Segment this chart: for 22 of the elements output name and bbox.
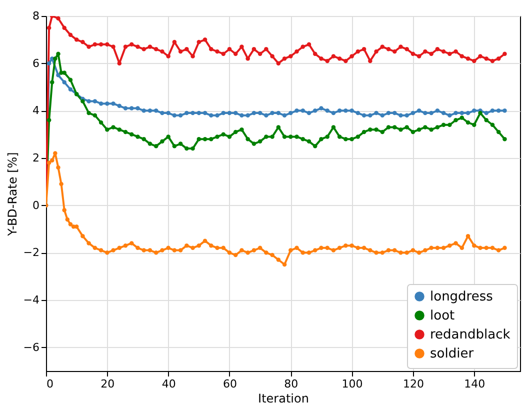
x-tick-label: 40 bbox=[162, 378, 176, 390]
y-tick-label: 8 bbox=[32, 10, 40, 22]
y-axis-title: Y-BD-Rate [%] bbox=[5, 152, 20, 237]
y-tick-label: −6 bbox=[23, 340, 40, 354]
x-tick-label: 20 bbox=[100, 378, 115, 390]
legend-label: loot bbox=[430, 308, 455, 324]
y-tick-label: 4 bbox=[32, 104, 40, 118]
x-tick-label: 140 bbox=[464, 378, 486, 390]
legend-label: longdress bbox=[430, 290, 494, 304]
x-tick-label: 60 bbox=[222, 378, 237, 390]
x-axis-title: Iteration bbox=[258, 392, 309, 406]
x-tick-label: 0 bbox=[46, 378, 54, 390]
x-tick-label: 120 bbox=[402, 378, 424, 390]
y-tick-label: −4 bbox=[23, 294, 40, 306]
x-tick-label: 100 bbox=[342, 378, 363, 390]
y-tick-label: −2 bbox=[23, 246, 40, 260]
y-tick-label: 0 bbox=[32, 198, 40, 212]
x-tick-label: 80 bbox=[284, 378, 298, 390]
y-tick-label: 2 bbox=[32, 152, 40, 164]
legend-label: redandblack bbox=[430, 328, 511, 342]
legend-label: soldier bbox=[430, 346, 474, 362]
y-tick-label: 6 bbox=[32, 56, 40, 70]
